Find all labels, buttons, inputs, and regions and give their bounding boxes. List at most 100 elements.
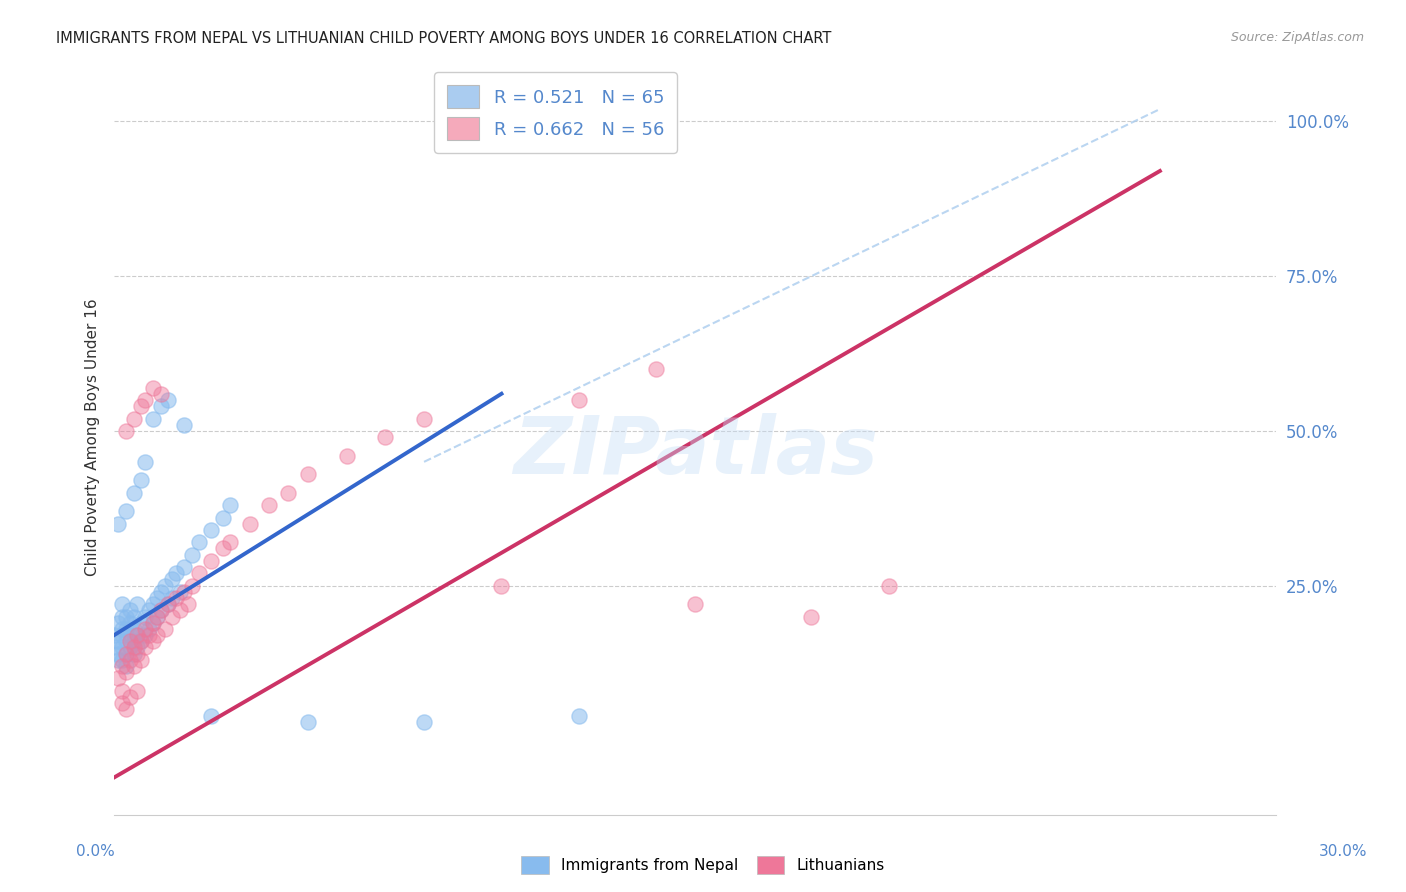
Point [103, 628, 125, 642]
Point [118, 690, 141, 704]
Point [200, 554, 222, 568]
Point [122, 609, 145, 624]
Point [180, 548, 202, 562]
Point [153, 622, 176, 636]
Point [142, 411, 165, 425]
Point [149, 399, 172, 413]
Point [122, 634, 145, 648]
Point [111, 628, 134, 642]
Point [134, 640, 156, 655]
Point [188, 535, 211, 549]
Point [127, 640, 149, 655]
Point [142, 634, 165, 648]
Point [103, 640, 125, 655]
Point [149, 386, 172, 401]
Point [111, 696, 134, 710]
Point [107, 647, 129, 661]
Point [162, 591, 184, 605]
Point [122, 659, 145, 673]
Point [219, 535, 242, 549]
Point [200, 523, 222, 537]
Point [111, 622, 134, 636]
Text: Source: ZipAtlas.com: Source: ZipAtlas.com [1230, 31, 1364, 45]
Point [568, 392, 591, 407]
Point [413, 714, 436, 729]
Point [257, 498, 280, 512]
Point [134, 628, 156, 642]
Point [683, 597, 706, 611]
Point [138, 628, 160, 642]
Point [149, 603, 172, 617]
Point [129, 399, 152, 413]
Point [413, 411, 436, 425]
Point [169, 584, 191, 599]
Point [127, 683, 149, 698]
Point [111, 609, 134, 624]
Point [107, 634, 129, 648]
Point [173, 560, 195, 574]
Point [146, 591, 169, 605]
Point [111, 659, 134, 673]
Point [335, 449, 357, 463]
Point [111, 640, 134, 655]
Point [114, 424, 136, 438]
Point [239, 516, 262, 531]
Point [142, 615, 165, 630]
Point [129, 615, 152, 630]
Point [107, 615, 129, 630]
Point [142, 615, 165, 630]
Point [114, 665, 136, 680]
Point [134, 392, 156, 407]
Point [153, 578, 176, 592]
Text: 0.0%: 0.0% [76, 845, 115, 859]
Point [118, 628, 141, 642]
Point [165, 591, 187, 605]
Point [142, 597, 165, 611]
Point [134, 455, 156, 469]
Point [114, 702, 136, 716]
Point [122, 485, 145, 500]
Point [134, 609, 156, 624]
Point [114, 504, 136, 518]
Legend: R = 0.521   N = 65, R = 0.662   N = 56: R = 0.521 N = 65, R = 0.662 N = 56 [434, 72, 678, 153]
Point [157, 597, 180, 611]
Point [162, 573, 184, 587]
Point [211, 510, 233, 524]
Point [107, 516, 129, 531]
Point [491, 578, 513, 592]
Point [157, 392, 180, 407]
Point [122, 622, 145, 636]
Point [800, 609, 823, 624]
Point [118, 653, 141, 667]
Point [173, 584, 195, 599]
Point [129, 474, 152, 488]
Point [149, 584, 172, 599]
Point [297, 714, 319, 729]
Point [200, 708, 222, 723]
Y-axis label: Child Poverty Among Boys Under 16: Child Poverty Among Boys Under 16 [86, 298, 100, 576]
Text: IMMIGRANTS FROM NEPAL VS LITHUANIAN CHILD POVERTY AMONG BOYS UNDER 16 CORRELATIO: IMMIGRANTS FROM NEPAL VS LITHUANIAN CHIL… [56, 31, 831, 46]
Point [114, 609, 136, 624]
Point [180, 578, 202, 592]
Point [138, 622, 160, 636]
Point [277, 485, 299, 500]
Point [122, 411, 145, 425]
Point [157, 597, 180, 611]
Point [122, 647, 145, 661]
Point [297, 467, 319, 482]
Point [118, 640, 141, 655]
Point [122, 640, 145, 655]
Point [877, 578, 900, 592]
Point [127, 628, 149, 642]
Point [165, 566, 187, 581]
Text: 30.0%: 30.0% [1319, 845, 1367, 859]
Point [129, 634, 152, 648]
Point [129, 653, 152, 667]
Point [146, 609, 169, 624]
Point [173, 417, 195, 432]
Point [114, 659, 136, 673]
Point [138, 603, 160, 617]
Point [127, 597, 149, 611]
Point [127, 628, 149, 642]
Point [645, 362, 668, 376]
